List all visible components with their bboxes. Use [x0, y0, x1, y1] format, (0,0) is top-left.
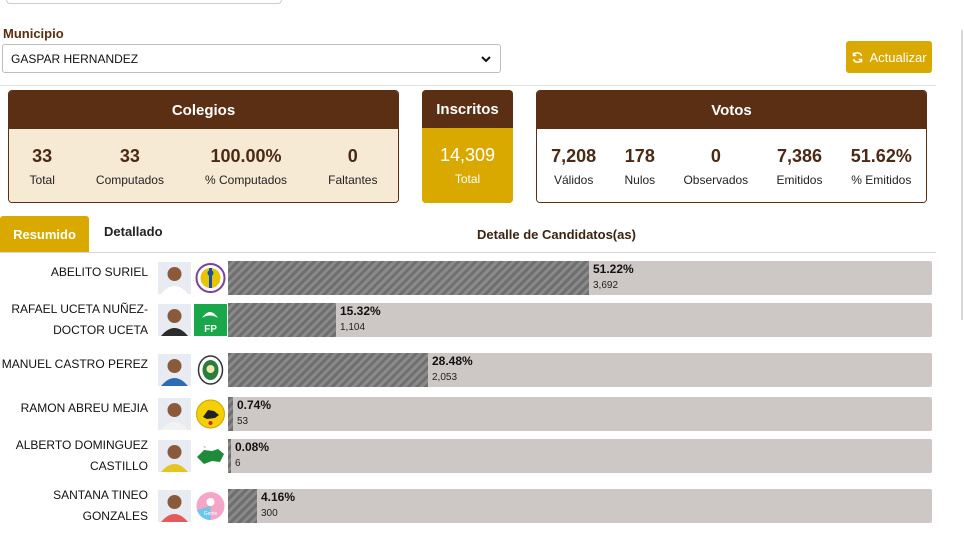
candidate-name-line: CASTILLO: [89, 459, 148, 473]
candidate-row: RAMON ABREU MEJIA 0.74% 53: [0, 397, 936, 431]
candidate-photo: [158, 262, 191, 294]
candidate-name-line: SANTANA TINEO: [53, 488, 148, 502]
candidate-bar-fill: [228, 261, 589, 295]
candidate-votes: 2,053: [432, 372, 458, 383]
candidate-votes: 53: [237, 416, 249, 427]
candidate-row: RAFAEL UCETA NUÑEZ- DOCTOR UCETA FP 15.32% 1…: [0, 302, 936, 337]
chevron-down-icon: [481, 56, 491, 63]
candidate-votes: 1,104: [340, 322, 366, 333]
top-filter-input[interactable]: [6, 0, 282, 4]
map-party-icon: ~: [194, 440, 227, 472]
candidate-bar-fill: [228, 353, 428, 387]
candidate-photo: [158, 490, 191, 522]
divider: [0, 85, 936, 86]
candidate-name-line: MANUEL CASTRO PEREZ: [1, 357, 148, 371]
pld-icon: [194, 262, 227, 294]
candidate-name-line: GONZALES: [82, 509, 148, 523]
inscritos-card: Inscritos 14,309 Total: [422, 90, 513, 203]
refresh-icon: [853, 51, 863, 63]
candidate-name: MANUEL CASTRO PEREZ: [0, 354, 148, 375]
colegios-computados: 33 Computados: [95, 146, 164, 187]
candidate-name-line: ALBERTO DOMINGUEZ: [15, 438, 148, 452]
votos-validos: 7,208 Válidos: [551, 146, 597, 187]
candidate-name: ALBERTO DOMINGUEZ CASTILLO: [0, 435, 148, 477]
colegios-total: 33 Total: [29, 146, 55, 187]
gente-icon: Gente: [194, 490, 227, 522]
votos-emitidos: 7,386 Emitidos: [776, 146, 823, 187]
candidate-name: SANTANA TINEO GONZALES: [0, 485, 148, 527]
colegios-faltantes: 0 Faltantes: [328, 146, 378, 187]
candidate-row: MANUEL CASTRO PEREZ 28.48% 2,053: [0, 353, 936, 387]
inscritos-title: Inscritos: [422, 90, 513, 128]
candidate-bar-fill: [228, 303, 336, 337]
candidate-votes: 3,692: [593, 280, 619, 291]
candidate-percent: 51.22%: [593, 262, 634, 276]
actualizar-label: Actualizar: [869, 49, 927, 65]
municipio-label: Municipio: [3, 26, 64, 41]
municipio-select-value: GASPAR HERNANDEZ: [11, 51, 139, 66]
candidate-bar-track: 28.48% 2,053: [228, 353, 932, 387]
inscritos-total: 14,309 Total: [439, 145, 496, 186]
candidate-bar-track: 0.08% 6: [228, 439, 932, 473]
colegios-title: Colegios: [9, 91, 398, 129]
tab-detallado[interactable]: Detallado: [104, 224, 163, 239]
candidate-bar-fill: [228, 439, 231, 473]
municipio-select[interactable]: GASPAR HERNANDEZ: [2, 44, 501, 73]
candidate-percent: 28.48%: [432, 354, 473, 368]
prm-icon: [194, 354, 227, 386]
candidate-percent: 0.74%: [237, 398, 272, 412]
candidate-bar-track: 0.74% 53: [228, 397, 932, 431]
tab-resumido[interactable]: Resumido: [0, 216, 89, 252]
scrollbar[interactable]: [961, 30, 963, 320]
actualizar-button[interactable]: Actualizar: [846, 41, 932, 73]
tab-divider: [0, 252, 936, 253]
detalle-candidatos-title: Detalle de Candidatos(as): [477, 227, 636, 242]
candidate-name-line: ABELITO SURIEL: [50, 265, 148, 279]
candidate-percent: 4.16%: [261, 490, 296, 504]
candidate-name: RAFAEL UCETA NUÑEZ- DOCTOR UCETA: [0, 299, 148, 341]
candidate-name-line: RAMON ABREU MEJIA: [20, 401, 148, 415]
candidate-votes: 300: [261, 508, 278, 519]
candidate-bar-track: 4.16% 300: [228, 489, 932, 523]
candidate-row: SANTANA TINEO GONZALES Gente 4.16% 300: [0, 488, 936, 523]
candidate-row: ALBERTO DOMINGUEZ CASTILLO ~0.08% 6: [0, 438, 936, 473]
candidate-votes: 6: [235, 458, 241, 469]
colegios-pct-computados: 100.00%% Computados: [205, 146, 288, 187]
candidate-bar-fill: [228, 489, 257, 523]
fp-logo-text: FP: [204, 324, 217, 335]
candidate-name: RAMON ABREU MEJIA: [0, 398, 148, 419]
candidate-name: ABELITO SURIEL: [0, 262, 148, 283]
candidate-photo: [158, 354, 191, 386]
votos-pct-emitidos: 51.62%% Emitidos: [850, 146, 912, 187]
candidate-percent: 0.08%: [235, 440, 270, 454]
svg-text:~: ~: [203, 445, 206, 451]
candidate-name-line: DOCTOR UCETA: [53, 323, 148, 337]
candidate-percent: 15.32%: [340, 304, 381, 318]
candidate-bar-track: 15.32% 1,104: [228, 303, 932, 337]
votos-title: Votos: [537, 91, 926, 129]
candidate-photo: [158, 304, 191, 336]
gente-logo-text: Gente: [204, 511, 218, 517]
prd-icon: [194, 398, 227, 430]
candidate-photo: [158, 440, 191, 472]
candidate-bar-fill: [228, 397, 233, 431]
candidate-row: ABELITO SURIEL 51.22% 3,692: [0, 261, 936, 295]
colegios-card: Colegios 33 Total 33 Computados 100.00%% C…: [8, 90, 399, 203]
votos-observados: 0 Observados: [683, 146, 749, 187]
votos-card: Votos 7,208 Válidos 178 Nulos 0 Observados …: [536, 90, 927, 203]
candidate-name-line: RAFAEL UCETA NUÑEZ-: [11, 302, 148, 316]
candidate-bar-track: 51.22% 3,692: [228, 261, 932, 295]
candidate-photo: [158, 398, 191, 430]
fp-icon: FP: [194, 304, 227, 336]
votos-nulos: 178 Nulos: [624, 146, 656, 187]
